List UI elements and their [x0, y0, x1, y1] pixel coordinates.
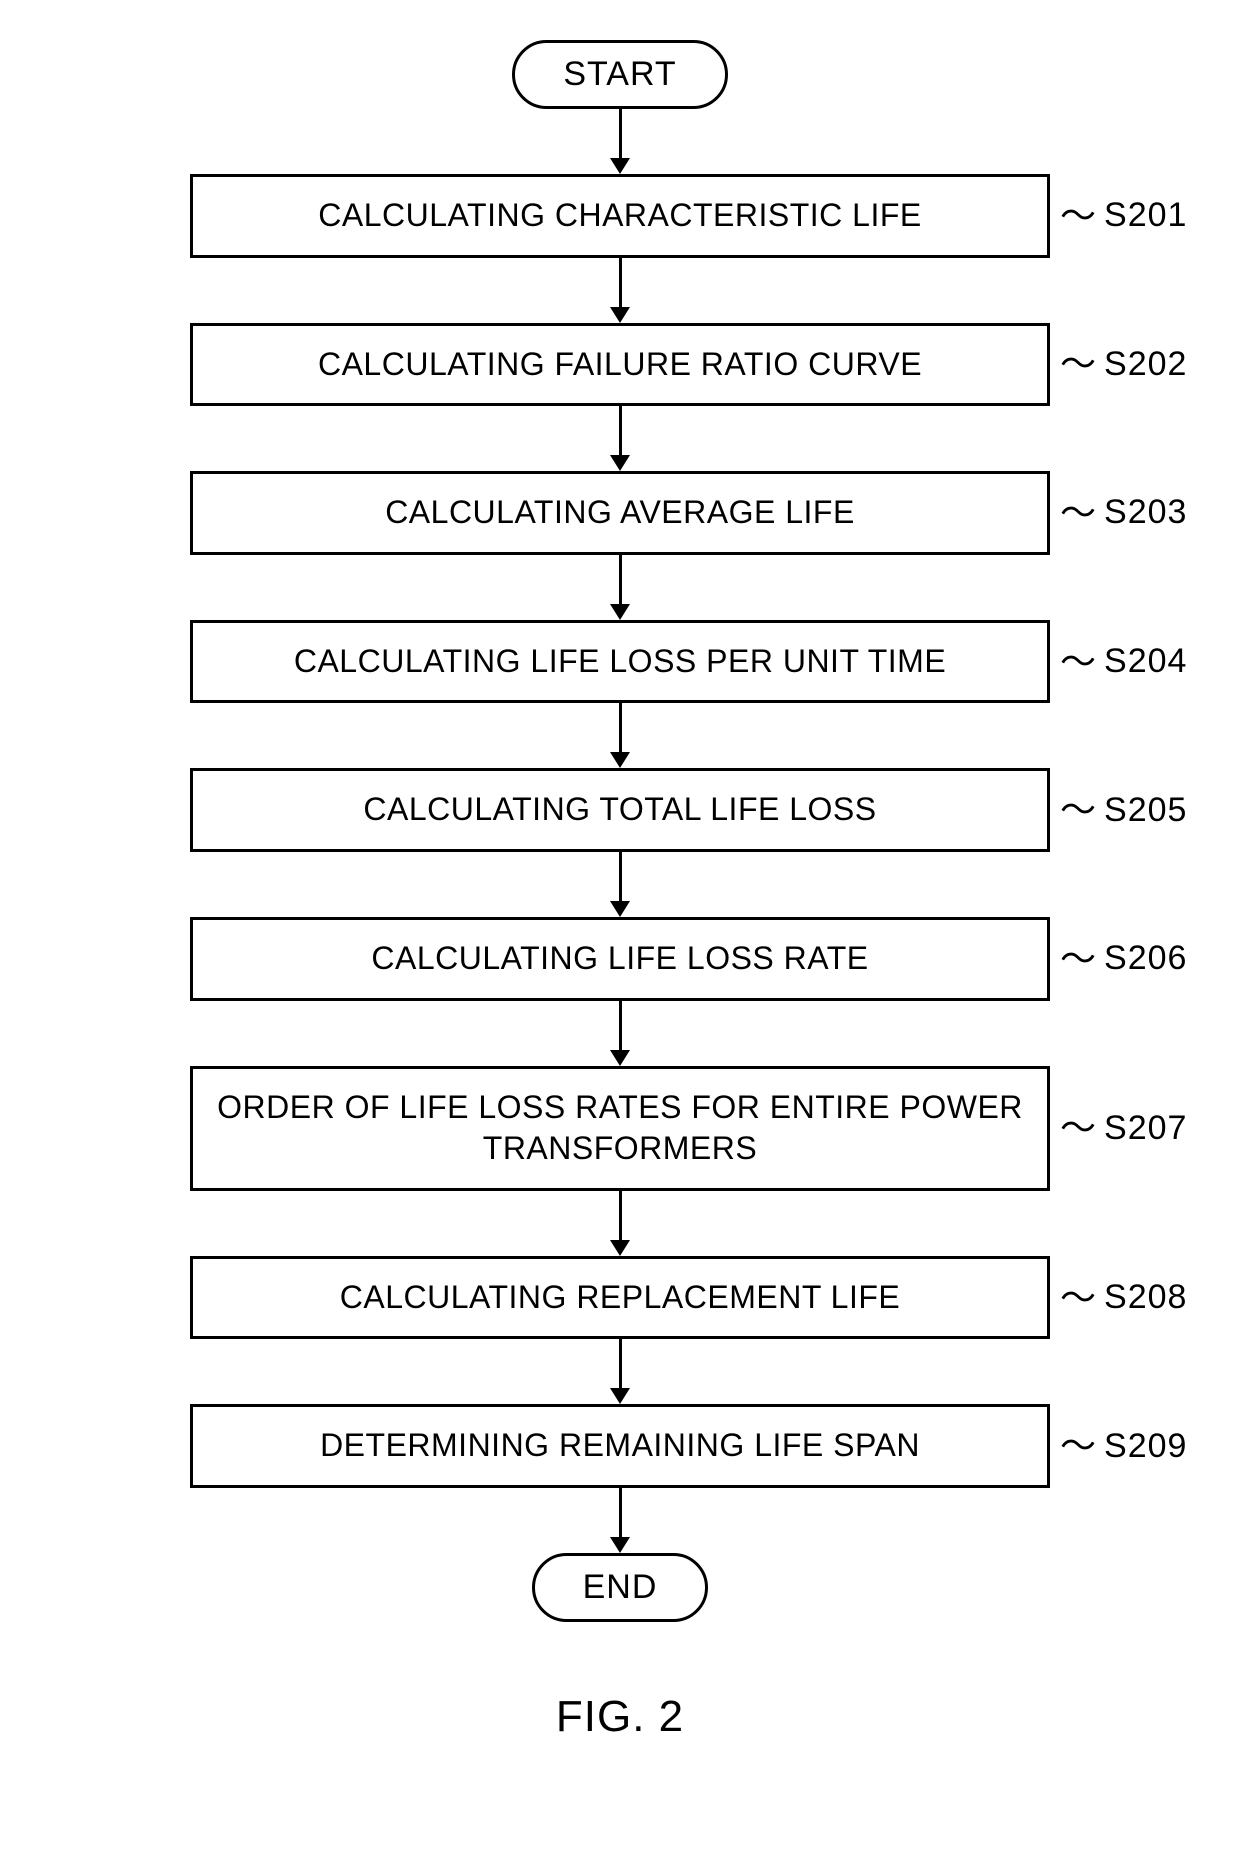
- process-box: CALCULATING LIFE LOSS PER UNIT TIME: [190, 620, 1050, 704]
- step-row-3: CALCULATING AVERAGE LIFE 〜 S203: [70, 471, 1170, 555]
- process-box: CALCULATING AVERAGE LIFE: [190, 471, 1050, 555]
- connector: [610, 1191, 630, 1256]
- step-row-6: CALCULATING LIFE LOSS RATE 〜 S206: [70, 917, 1170, 1001]
- arrowhead-icon: [610, 752, 630, 768]
- connector-line: [619, 852, 622, 902]
- arrowhead-icon: [610, 1537, 630, 1553]
- step-label: S209: [1104, 1427, 1187, 1466]
- step-label: S204: [1104, 642, 1187, 681]
- figure-caption: FIG. 2: [556, 1692, 684, 1742]
- step-label-wrap: 〜 S203: [1060, 493, 1187, 532]
- step-label-wrap: 〜 S207: [1060, 1109, 1187, 1148]
- step-label-wrap: 〜 S201: [1060, 196, 1187, 235]
- tilde-icon: 〜: [1060, 644, 1096, 680]
- step-label-wrap: 〜 S202: [1060, 345, 1187, 384]
- start-row: START: [70, 40, 1170, 109]
- tilde-icon: 〜: [1060, 1110, 1096, 1146]
- step-label-wrap: 〜 S206: [1060, 939, 1187, 978]
- step-label-wrap: 〜 S205: [1060, 791, 1187, 830]
- step-label-wrap: 〜 S208: [1060, 1278, 1187, 1317]
- connector-line: [619, 1191, 622, 1241]
- connector-line: [619, 1488, 622, 1538]
- connector: [610, 555, 630, 620]
- step-label: S202: [1104, 345, 1187, 384]
- end-terminal: END: [532, 1553, 709, 1622]
- tilde-icon: 〜: [1060, 198, 1096, 234]
- step-label: S203: [1104, 493, 1187, 532]
- step-label: S207: [1104, 1109, 1187, 1148]
- arrowhead-icon: [610, 1050, 630, 1066]
- connector: [610, 1001, 630, 1066]
- connector-line: [619, 1339, 622, 1389]
- step-label: S208: [1104, 1278, 1187, 1317]
- step-label: S201: [1104, 196, 1187, 235]
- arrowhead-icon: [610, 158, 630, 174]
- connector-line: [619, 406, 622, 456]
- tilde-icon: 〜: [1060, 941, 1096, 977]
- process-box: ORDER OF LIFE LOSS RATES FOR ENTIRE POWE…: [190, 1066, 1050, 1191]
- arrowhead-icon: [610, 901, 630, 917]
- arrowhead-icon: [610, 307, 630, 323]
- connector-line: [619, 1001, 622, 1051]
- tilde-icon: 〜: [1060, 792, 1096, 828]
- arrowhead-icon: [610, 604, 630, 620]
- tilde-icon: 〜: [1060, 346, 1096, 382]
- process-box: CALCULATING CHARACTERISTIC LIFE: [190, 174, 1050, 258]
- step-row-4: CALCULATING LIFE LOSS PER UNIT TIME 〜 S2…: [70, 620, 1170, 704]
- step-row-7: ORDER OF LIFE LOSS RATES FOR ENTIRE POWE…: [70, 1066, 1170, 1191]
- connector-line: [619, 109, 622, 159]
- arrowhead-icon: [610, 455, 630, 471]
- step-row-8: CALCULATING REPLACEMENT LIFE 〜 S208: [70, 1256, 1170, 1340]
- arrowhead-icon: [610, 1388, 630, 1404]
- connector-line: [619, 703, 622, 753]
- connector: [610, 109, 630, 174]
- process-box: CALCULATING REPLACEMENT LIFE: [190, 1256, 1050, 1340]
- process-box: DETERMINING REMAINING LIFE SPAN: [190, 1404, 1050, 1488]
- connector: [610, 1339, 630, 1404]
- connector-line: [619, 258, 622, 308]
- connector: [610, 406, 630, 471]
- step-row-1: CALCULATING CHARACTERISTIC LIFE 〜 S201: [70, 174, 1170, 258]
- step-label-wrap: 〜 S204: [1060, 642, 1187, 681]
- step-label: S205: [1104, 791, 1187, 830]
- process-box: CALCULATING LIFE LOSS RATE: [190, 917, 1050, 1001]
- start-terminal: START: [512, 40, 727, 109]
- step-label-wrap: 〜 S209: [1060, 1427, 1187, 1466]
- connector: [610, 852, 630, 917]
- connector: [610, 258, 630, 323]
- connector: [610, 1488, 630, 1553]
- tilde-icon: 〜: [1060, 1280, 1096, 1316]
- process-box: CALCULATING TOTAL LIFE LOSS: [190, 768, 1050, 852]
- process-box: CALCULATING FAILURE RATIO CURVE: [190, 323, 1050, 407]
- step-row-5: CALCULATING TOTAL LIFE LOSS 〜 S205: [70, 768, 1170, 852]
- tilde-icon: 〜: [1060, 495, 1096, 531]
- connector-line: [619, 555, 622, 605]
- arrowhead-icon: [610, 1240, 630, 1256]
- step-row-9: DETERMINING REMAINING LIFE SPAN 〜 S209: [70, 1404, 1170, 1488]
- step-label: S206: [1104, 939, 1187, 978]
- end-row: END: [70, 1553, 1170, 1622]
- step-row-2: CALCULATING FAILURE RATIO CURVE 〜 S202: [70, 323, 1170, 407]
- connector: [610, 703, 630, 768]
- flowchart-container: START CALCULATING CHARACTERISTIC LIFE 〜 …: [70, 40, 1170, 1622]
- tilde-icon: 〜: [1060, 1428, 1096, 1464]
